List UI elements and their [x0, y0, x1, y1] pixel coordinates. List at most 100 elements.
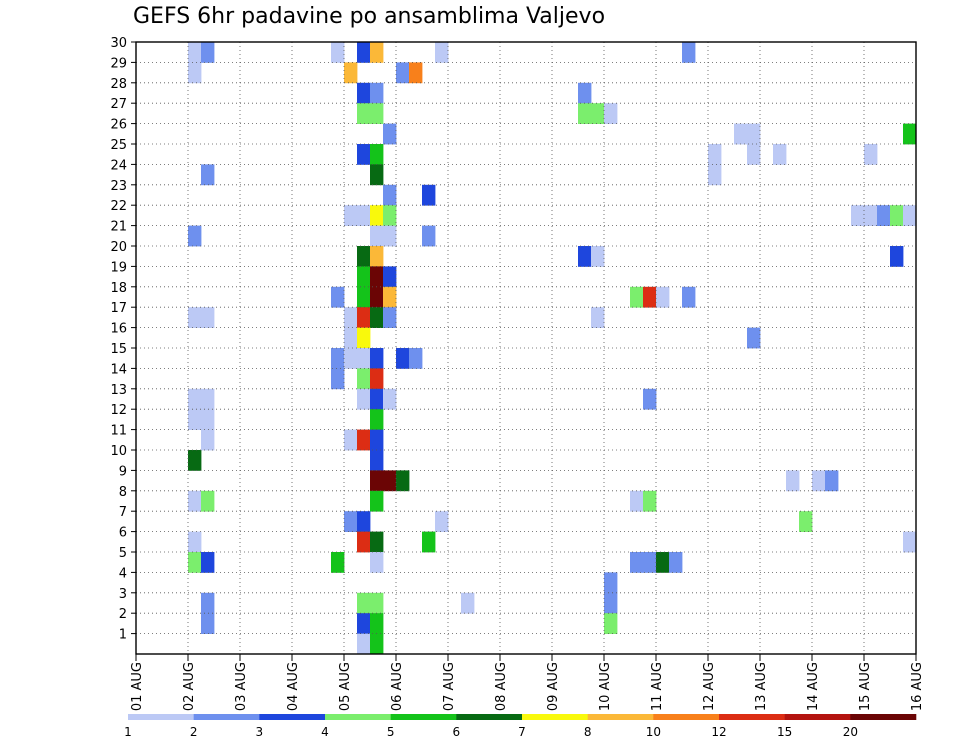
heatmap-cell — [786, 470, 800, 492]
heatmap-cell — [435, 511, 449, 532]
y-tick-label: 27 — [110, 97, 127, 112]
heatmap-cell — [396, 348, 410, 369]
heatmap-cell — [578, 246, 592, 267]
heatmap-cell — [344, 327, 358, 349]
heatmap-cell — [357, 592, 371, 614]
heatmap-cell — [383, 205, 397, 226]
heatmap-cell — [903, 531, 917, 553]
y-tick-label: 2 — [119, 607, 127, 622]
heatmap-cell — [682, 42, 696, 63]
colorbar-swatch — [653, 714, 720, 720]
heatmap-cell — [747, 327, 761, 349]
heatmap-cell — [344, 429, 358, 451]
heatmap-cell — [370, 266, 384, 288]
heatmap-cell — [370, 409, 384, 430]
x-tick-label: 08 AUG — [494, 662, 509, 711]
heatmap-cell — [357, 266, 371, 288]
heatmap-cell — [357, 388, 371, 410]
heatmap-cell — [188, 42, 202, 63]
x-tick-label: 05 AUG — [338, 662, 353, 711]
colorbar-label: 3 — [256, 725, 264, 739]
heatmap-cell — [357, 511, 371, 532]
y-tick-label: 24 — [110, 158, 127, 173]
heatmap-cell — [201, 42, 215, 63]
colorbar-swatch — [456, 714, 523, 720]
y-tick-label: 13 — [110, 383, 127, 398]
heatmap-cell — [734, 123, 748, 145]
heatmap-cell — [396, 470, 410, 492]
heatmap-cell — [383, 470, 397, 492]
x-axis: 01 AUG 02 AUG 03 AUG 04 AUG 05 AUG 06 AUG 07 A… — [130, 654, 925, 711]
heatmap-cell — [630, 490, 644, 512]
heatmap-cell — [188, 450, 202, 471]
heatmap-cell — [799, 511, 813, 532]
heatmap-cell — [357, 82, 371, 104]
y-tick-label: 20 — [110, 240, 127, 255]
x-tick-label: 04 AUG — [286, 662, 301, 711]
heatmap-cell — [851, 205, 865, 226]
heatmap-cell — [370, 164, 384, 186]
colorbar-swatch — [850, 714, 917, 720]
colorbar-swatch — [784, 714, 851, 720]
heatmap-cell — [201, 613, 215, 634]
heatmap-cell — [201, 552, 215, 573]
colorbar-label: 5 — [387, 725, 395, 739]
heatmap-cell — [383, 184, 397, 206]
colorbar-swatch — [325, 714, 391, 720]
heatmap-cell — [903, 205, 917, 226]
heatmap-cell — [201, 164, 215, 186]
heatmap-cell — [578, 103, 592, 124]
heatmap-cell — [344, 307, 358, 328]
x-tick-label: 03 AUG — [234, 662, 249, 711]
colorbar-label: 20 — [843, 725, 858, 739]
heatmap-cell — [578, 82, 592, 104]
heatmap-cell — [383, 307, 397, 328]
heatmap-cell — [643, 388, 657, 410]
heatmap-cell — [188, 552, 202, 573]
heatmap-cell — [357, 429, 371, 451]
heatmap-cell — [188, 62, 202, 84]
colorbar-swatch — [587, 714, 654, 720]
heatmap-cell — [201, 388, 215, 410]
heatmap-cell — [370, 144, 384, 165]
chart-title: GEFS 6hr padavine po ansamblima Valjevo — [133, 4, 606, 29]
heatmap-cell — [383, 286, 397, 308]
heatmap-cell — [357, 286, 371, 308]
x-tick-label: 15 AUG — [858, 662, 873, 711]
heatmap-cell — [370, 490, 384, 512]
heatmap-cell — [812, 470, 826, 492]
heatmap-cell — [773, 144, 787, 165]
x-tick-label: 12 AUG — [702, 662, 717, 711]
heatmap-cell — [643, 490, 657, 512]
colorbar-label: 10 — [646, 725, 661, 739]
heatmap-cell — [370, 552, 384, 573]
x-tick-label: 11 AUG — [650, 662, 665, 711]
y-tick-label: 7 — [119, 505, 127, 520]
colorbar-label: 4 — [321, 725, 329, 739]
heatmap-cell — [188, 225, 202, 247]
heatmap-cell — [357, 368, 371, 390]
y-tick-label: 3 — [119, 587, 127, 602]
heatmap-cell — [331, 552, 345, 573]
y-tick-label: 29 — [110, 56, 127, 71]
y-tick-label: 30 — [110, 36, 127, 51]
x-tick-label: 16 AUG — [910, 662, 925, 711]
heatmap-cell — [357, 531, 371, 553]
heatmap-cell — [669, 552, 683, 573]
heatmap-cell — [370, 205, 384, 226]
x-tick-label: 07 AUG — [442, 662, 457, 711]
y-tick-label: 8 — [119, 485, 127, 500]
colorbar: 1 2 3 4 5 6 7 8 10 12 15 20 — [124, 714, 917, 739]
colorbar-swatch — [259, 714, 326, 720]
grid-lines — [136, 42, 916, 654]
heatmap-cell — [591, 307, 605, 328]
heatmap-cell — [370, 531, 384, 553]
heatmap-cell — [357, 246, 371, 267]
heatmap-cell — [877, 205, 891, 226]
colorbar-swatch — [390, 714, 457, 720]
y-tick-label: 6 — [119, 526, 127, 541]
heatmap-cell — [409, 62, 423, 84]
x-tick-label: 06 AUG — [390, 662, 405, 711]
y-tick-label: 28 — [110, 77, 127, 92]
